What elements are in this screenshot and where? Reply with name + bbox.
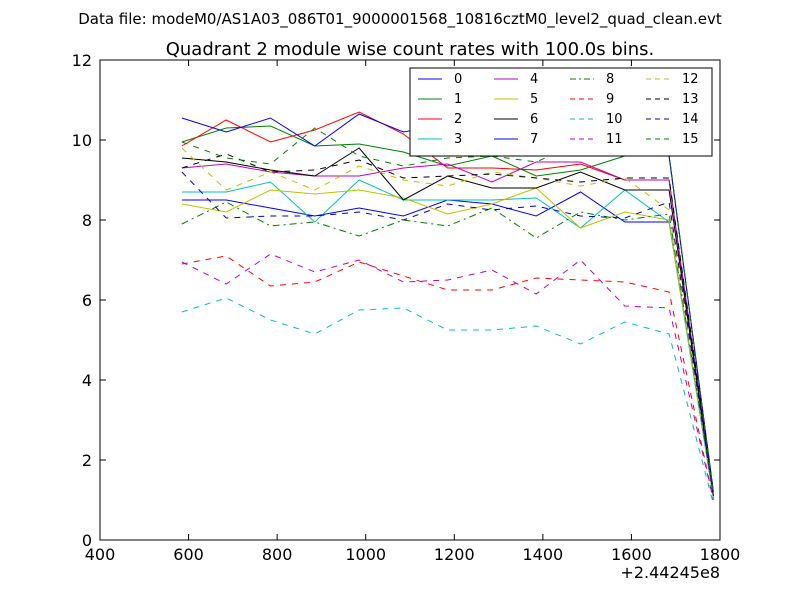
series-line-8 [181, 201, 714, 497]
series-line-15 [181, 127, 714, 495]
y-tick-label: 4 [82, 371, 92, 390]
y-tick-label: 12 [72, 51, 92, 70]
y-tick-label: 2 [82, 451, 92, 470]
series-line-4 [181, 161, 714, 495]
chart-title: Quadrant 2 module wise count rates with … [166, 39, 655, 60]
legend-label-12: 12 [682, 72, 699, 87]
legend-label-8: 8 [606, 72, 614, 87]
legend-label-0: 0 [454, 72, 462, 87]
series-line-2 [181, 111, 714, 497]
legend-label-1: 1 [454, 92, 462, 107]
series-line-9 [181, 255, 714, 501]
series-line-0 [181, 191, 714, 497]
legend-label-11: 11 [606, 132, 623, 147]
legend-label-6: 6 [530, 112, 538, 127]
x-tick-label: 1200 [434, 545, 475, 564]
series-line-5 [181, 187, 714, 497]
legend-label-5: 5 [530, 92, 538, 107]
x-tick-label: 1800 [700, 545, 741, 564]
legend-label-14: 14 [682, 112, 699, 127]
legend-label-10: 10 [606, 112, 623, 127]
x-tick-label: 800 [262, 545, 293, 564]
x-axis: 400 600 800 1000 1200 1400 1600 1800 [85, 60, 741, 564]
x-tick-label: 1000 [345, 545, 386, 564]
series-line-12 [181, 147, 714, 495]
series-line-3 [181, 179, 714, 499]
x-tick-label: 1400 [522, 545, 563, 564]
legend-label-4: 4 [530, 72, 538, 87]
series-line-1 [181, 125, 714, 493]
x-offset-label: +2.44245e8 [620, 563, 720, 582]
y-tick-label: 10 [72, 131, 92, 150]
legend-label-15: 15 [682, 132, 699, 147]
legend-label-3: 3 [454, 132, 462, 147]
y-tick-label: 0 [82, 531, 92, 550]
y-tick-label: 8 [82, 211, 92, 230]
legend-box [409, 67, 713, 157]
series-line-10 [181, 297, 714, 505]
plot-series [181, 111, 714, 505]
legend-label-7: 7 [530, 132, 538, 147]
legend-label-2: 2 [454, 112, 462, 127]
chart-suptitle: Data file: modeM0/AS1A03_086T01_90000015… [78, 10, 722, 29]
series-line-14 [181, 171, 714, 497]
legend-label-13: 13 [682, 92, 699, 107]
legend-label-9: 9 [606, 92, 614, 107]
series-line-11 [181, 253, 714, 501]
y-tick-label: 6 [82, 291, 92, 310]
x-tick-label: 1600 [611, 545, 652, 564]
x-tick-label: 600 [173, 545, 204, 564]
series-line-7 [181, 111, 714, 493]
x-tick-label: 400 [85, 545, 116, 564]
series-line-13 [181, 153, 714, 493]
